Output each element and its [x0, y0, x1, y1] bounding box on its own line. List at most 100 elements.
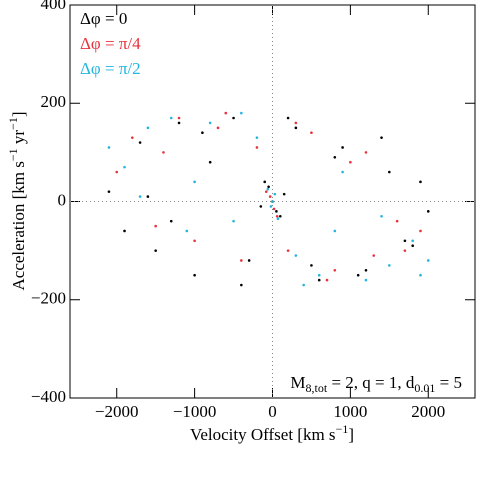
scatter-point — [395, 219, 399, 223]
legend-entry: Δφ = π/2 — [80, 59, 141, 78]
scatter-point — [286, 249, 290, 252]
scatter-point — [240, 283, 243, 287]
scatter-point — [193, 239, 196, 243]
scatter-point — [364, 151, 368, 154]
scatter-point — [333, 268, 337, 272]
scatter-point — [364, 278, 368, 282]
x-tick-label: 0 — [268, 402, 277, 421]
scatter-point — [216, 126, 220, 130]
annotation-text: = 5 — [435, 373, 462, 392]
scatter-point — [232, 219, 235, 223]
scatter-point — [272, 207, 276, 211]
scatter-point — [107, 146, 111, 149]
scatter-point — [177, 121, 181, 125]
scatter-point — [255, 146, 259, 149]
x-tick-label: 2000 — [411, 402, 445, 421]
scatter-point — [138, 195, 142, 198]
scatter-point — [123, 229, 126, 233]
scatter-point — [380, 214, 383, 218]
y-label-text: ] — [9, 112, 28, 118]
scatter-point — [255, 136, 259, 139]
x-label-sup: −1 — [336, 422, 349, 436]
scatter-point — [273, 192, 277, 196]
scatter-point — [302, 283, 305, 287]
annotation: M8,tot = 2, q = 1, d0.01 = 5 — [290, 373, 462, 395]
scatter-point — [177, 116, 181, 120]
scatter-point — [146, 195, 150, 198]
scatter-point — [271, 200, 274, 203]
y-label-sup: −1 — [6, 148, 20, 161]
annotation-text: M — [290, 373, 305, 392]
scatter-point — [341, 170, 344, 174]
scatter-point — [208, 160, 212, 164]
scatter-point — [169, 116, 173, 120]
scatter-point — [138, 141, 142, 144]
legend-entry: Δφ = 0 — [80, 9, 127, 28]
annotation-text: = 2, q = 1, d — [327, 373, 415, 392]
y-label-sup: −1 — [6, 117, 20, 130]
scatter-point — [286, 116, 290, 120]
scatter-point — [193, 273, 196, 277]
scatter-point — [380, 136, 383, 139]
scatter-point — [294, 254, 298, 257]
scatter-point — [419, 273, 422, 277]
scatter-point — [294, 126, 298, 130]
scatter-point — [349, 160, 352, 164]
scatter-point — [208, 121, 212, 125]
scatter-point — [268, 195, 272, 198]
scatter-point — [356, 273, 360, 277]
scatter-point — [154, 249, 157, 252]
scatter-point — [317, 278, 321, 282]
scatter-point — [123, 165, 126, 169]
scatter-point — [403, 249, 407, 252]
scatter-point — [411, 244, 414, 248]
scatter-point — [325, 278, 329, 282]
scatter-point — [388, 264, 391, 267]
scatter-point — [269, 205, 273, 208]
scatter-point — [264, 190, 268, 193]
scatter-point — [240, 111, 243, 115]
scatter-point — [224, 111, 228, 115]
scatter-point — [411, 239, 414, 243]
scatter-point — [388, 170, 391, 174]
y-label-text: Acceleration [km s — [9, 161, 28, 290]
scatter-point — [333, 155, 337, 159]
scatter-point — [364, 268, 368, 272]
scatter-point — [419, 180, 422, 184]
scatter-point — [372, 254, 376, 257]
scatter-point — [419, 229, 422, 233]
scatter-point — [275, 214, 279, 218]
scatter-point — [294, 121, 298, 125]
scatter-point — [247, 259, 251, 262]
y-tick-label: 0 — [58, 190, 67, 209]
x-axis-label: Velocity Offset [km s−1] — [190, 422, 354, 444]
scatter-point — [201, 131, 204, 135]
scatter-point — [282, 192, 286, 196]
scatter-point — [154, 224, 157, 228]
y-axis-label: Acceleration [km s−1 yr−1] — [6, 112, 28, 291]
scatter-point — [263, 180, 267, 184]
annotation-sub: 0.01 — [414, 381, 435, 395]
scatter-point — [193, 180, 196, 184]
scatter-point — [310, 131, 313, 135]
scatter-point — [276, 217, 280, 220]
scatter-point — [240, 259, 243, 262]
scatter-point — [115, 170, 119, 174]
scatter-point — [426, 210, 430, 213]
scatter-point — [266, 187, 270, 191]
scatter-point — [278, 214, 282, 218]
scatter-point — [310, 264, 313, 267]
scatter-point — [107, 190, 111, 193]
scatter-point — [146, 126, 150, 130]
scatter-point — [267, 185, 270, 189]
scatter-point — [259, 205, 263, 208]
y-label-text: yr — [9, 130, 28, 149]
scatter-point — [333, 229, 337, 233]
scatter-point — [403, 239, 407, 243]
scatter-point — [275, 210, 278, 213]
y-tick-label: −200 — [31, 289, 66, 308]
scatter-point — [162, 151, 165, 154]
scatter-point — [317, 273, 321, 277]
x-label-text: ] — [348, 425, 354, 444]
